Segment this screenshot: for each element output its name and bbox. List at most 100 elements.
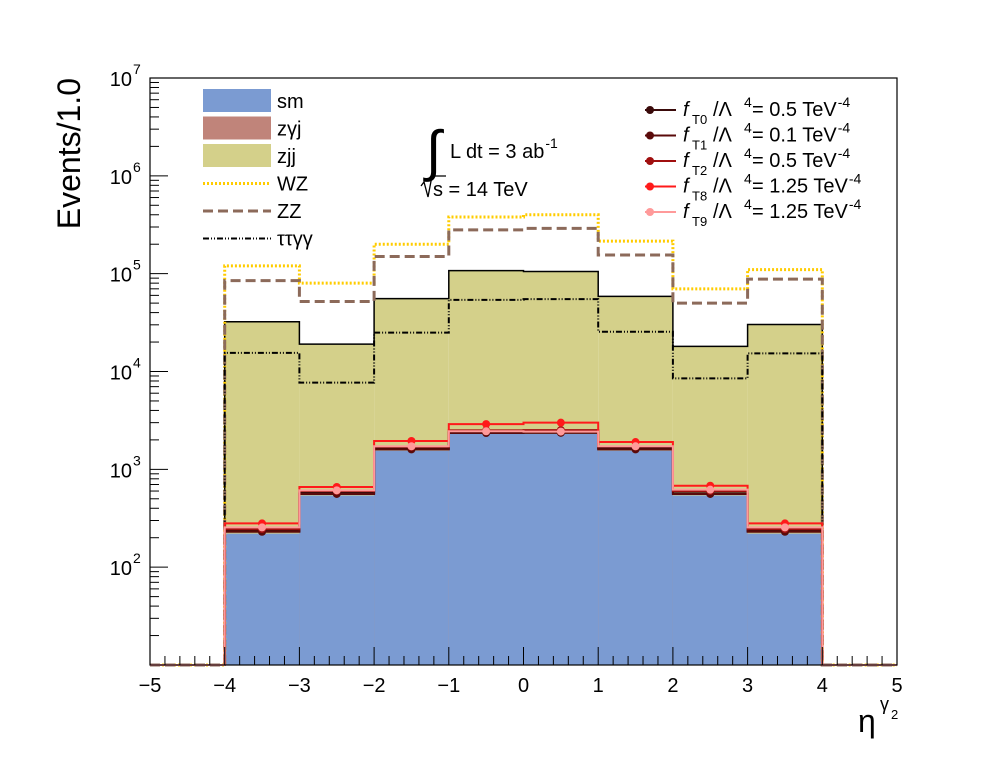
bar-sm-2 xyxy=(299,495,375,665)
x-tick-label: 5 xyxy=(891,675,902,697)
sqrt-text: s = 14 TeV xyxy=(433,179,528,201)
svg-text:f: f xyxy=(683,99,691,121)
bar-sm-5 xyxy=(523,433,599,665)
signal-point-4-6 xyxy=(631,442,640,451)
svg-text:10: 10 xyxy=(110,265,132,287)
svg-text:/Λ: /Λ xyxy=(713,150,733,172)
overlay-ττγγ xyxy=(150,298,897,666)
bar-sm-1 xyxy=(224,533,300,665)
y-tick-label: 10 3 xyxy=(110,452,141,482)
svg-text:/Λ: /Λ xyxy=(713,99,733,121)
x-axis-title-eta: η xyxy=(858,703,876,739)
svg-text:4: 4 xyxy=(744,145,752,161)
svg-text:4: 4 xyxy=(744,94,752,110)
y-tick-label: 10 2 xyxy=(110,550,141,580)
svg-text:5: 5 xyxy=(133,257,141,273)
svg-text:10: 10 xyxy=(110,460,132,482)
integral-sup: -1 xyxy=(545,135,558,151)
x-axis-title: η γ 2 xyxy=(858,694,898,739)
overlay-lines xyxy=(150,213,897,667)
svg-text:4: 4 xyxy=(744,120,752,136)
bar-sm-4 xyxy=(448,433,524,665)
svg-text:2: 2 xyxy=(133,550,141,566)
x-tick-label: 4 xyxy=(817,675,828,697)
svg-text:= 0.1 TeV: = 0.1 TeV xyxy=(752,125,837,147)
y-tick-label: 10 6 xyxy=(110,159,141,189)
legend-entry-WZ: WZ xyxy=(203,174,308,196)
sqrt-symbol xyxy=(420,175,446,198)
svg-text:7: 7 xyxy=(133,61,141,77)
svg-text:3: 3 xyxy=(133,452,141,468)
signal-point-4-3 xyxy=(407,442,416,451)
svg-text:= 1.25 TeV: = 1.25 TeV xyxy=(752,176,848,198)
svg-text:10: 10 xyxy=(110,558,132,580)
svg-text:= 1.25 TeV: = 1.25 TeV xyxy=(752,201,848,223)
svg-text:4: 4 xyxy=(133,355,141,371)
legend-entry-zjj: zjj xyxy=(203,144,296,168)
legend-entry-zγj: zγj xyxy=(203,116,301,141)
overlay-WZ xyxy=(150,213,897,667)
svg-text:ZZ: ZZ xyxy=(277,201,301,223)
svg-text:/Λ: /Λ xyxy=(713,201,733,223)
y-axis-title: Events/1.0 xyxy=(51,78,87,229)
x-axis-title-two: 2 xyxy=(891,707,898,722)
signal-point-4-2 xyxy=(332,486,341,495)
x-tick-label: 1 xyxy=(593,675,604,697)
signal-line-4 xyxy=(150,430,897,666)
svg-text:T2: T2 xyxy=(692,163,707,178)
svg-text:-4: -4 xyxy=(849,171,862,187)
svg-text:zγj: zγj xyxy=(277,119,301,141)
legend-right: f T0/Λ 4 = 0.5 TeV -4f T1/Λ 4 = 0.1 TeV -4f T2/… xyxy=(645,94,861,229)
overlay-ZZ xyxy=(150,226,897,667)
svg-text:T0: T0 xyxy=(692,112,707,127)
legend-left: sm zγj zjj WZ ZZ ττγγ xyxy=(203,89,313,251)
integral-sign: ∫ xyxy=(423,119,444,182)
x-tick-label: −3 xyxy=(288,675,311,697)
legend-entry-signal-T0: f T0/Λ 4 = 0.5 TeV -4 xyxy=(645,94,850,127)
svg-text:WZ: WZ xyxy=(277,174,308,196)
signal-point-4-1 xyxy=(258,523,267,532)
svg-text:ττγγ: ττγγ xyxy=(277,229,313,251)
svg-text:-4: -4 xyxy=(838,120,851,136)
x-tick-label: −4 xyxy=(213,675,236,697)
svg-text:6: 6 xyxy=(133,159,141,175)
bar-sm-6 xyxy=(598,450,673,665)
luminosity-annotation: ∫ L dt = 3 ab -1 s = 14 TeV xyxy=(420,119,558,201)
svg-text:4: 4 xyxy=(744,171,752,187)
bar-sm-7 xyxy=(672,495,748,665)
svg-text:10: 10 xyxy=(110,69,132,91)
bar-sm-8 xyxy=(747,533,823,665)
bar-sm-3 xyxy=(374,450,449,665)
x-axis-title-gamma: γ xyxy=(880,694,889,714)
svg-text:f: f xyxy=(683,125,691,147)
x-tick-label: −5 xyxy=(139,675,162,697)
svg-text:sm: sm xyxy=(277,91,304,113)
svg-text:= 0.5 TeV: = 0.5 TeV xyxy=(752,99,837,121)
integral-text: L dt = 3 ab xyxy=(450,141,544,163)
legend-entry-signal-T8: f T8/Λ 4 = 1.25 TeV -4 xyxy=(645,171,861,204)
svg-text:-4: -4 xyxy=(849,196,862,212)
stacked-fills xyxy=(150,269,897,666)
svg-text:f: f xyxy=(683,150,691,172)
stack-outline xyxy=(150,269,897,666)
svg-text:-4: -4 xyxy=(838,145,851,161)
signal-point-3-5 xyxy=(556,418,565,427)
svg-text:10: 10 xyxy=(110,363,132,385)
signal-point-4-8 xyxy=(780,523,789,532)
svg-text:T1: T1 xyxy=(692,138,707,153)
svg-text:/Λ: /Λ xyxy=(713,176,733,198)
y-tick-label: 10 7 xyxy=(110,61,141,91)
x-tick-label: −1 xyxy=(437,675,460,697)
legend-entry-sm: sm xyxy=(203,89,304,113)
signal-markers xyxy=(150,418,897,666)
x-tick-label: 0 xyxy=(518,675,529,697)
svg-text:T9: T9 xyxy=(692,214,707,229)
legend-entry-ττγγ: ττγγ xyxy=(203,229,313,251)
svg-text:f: f xyxy=(683,201,691,223)
svg-text:= 0.5 TeV: = 0.5 TeV xyxy=(752,150,837,172)
svg-text:/Λ: /Λ xyxy=(713,125,733,147)
legend-entry-signal-T9: f T9/Λ 4 = 1.25 TeV -4 xyxy=(645,196,861,229)
legend-entry-signal-T1: f T1/Λ 4 = 0.1 TeV -4 xyxy=(645,120,850,153)
